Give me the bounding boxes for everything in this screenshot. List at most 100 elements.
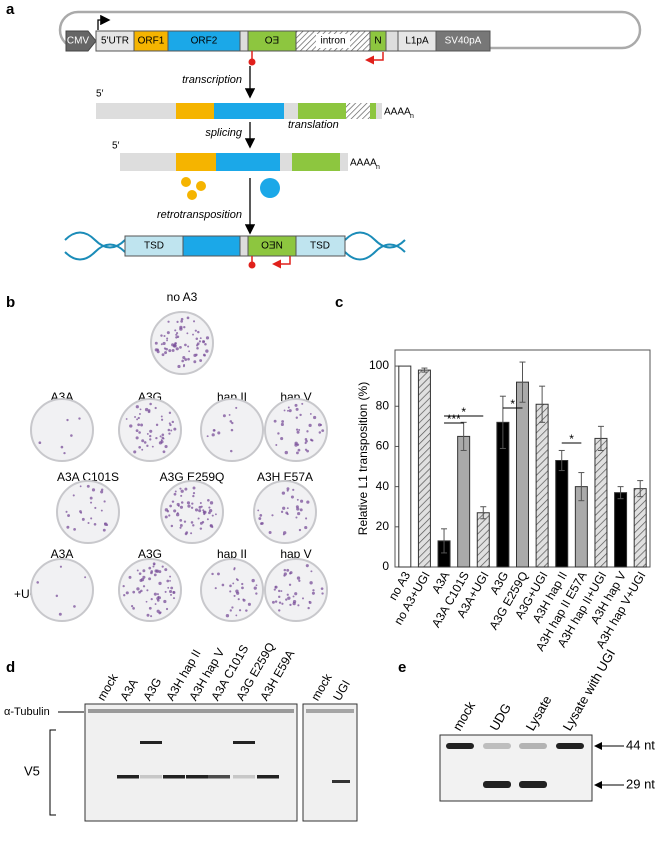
colony: [169, 579, 171, 582]
five-prime: 5′: [112, 141, 120, 152]
band: [140, 775, 162, 779]
colony: [141, 439, 145, 443]
colony: [187, 345, 190, 348]
colony: [156, 593, 159, 596]
colony: [231, 421, 234, 425]
colony: [274, 586, 277, 589]
neo-label: OƎN: [261, 241, 283, 252]
colony: [311, 591, 315, 595]
colony: [84, 576, 87, 579]
colony: [296, 576, 301, 580]
band: [140, 741, 162, 744]
sv40pa-block: [435, 30, 491, 52]
red-arrow: [365, 52, 384, 65]
orf1p: [187, 190, 197, 200]
colony: [192, 333, 194, 336]
colony: [165, 347, 168, 351]
colony: [288, 583, 292, 586]
colony: [151, 445, 154, 448]
colony: [298, 429, 301, 431]
band: [332, 780, 350, 783]
colony: [194, 329, 197, 332]
colony: [193, 320, 196, 323]
colony: [292, 488, 295, 491]
colony: [211, 433, 215, 437]
colony: [169, 504, 172, 508]
colony: [133, 450, 137, 454]
colony: [281, 420, 285, 423]
colony: [295, 505, 299, 509]
cmv-label: CMV: [67, 36, 90, 47]
colony: [138, 445, 142, 449]
colony: [161, 433, 165, 437]
colony: [138, 572, 142, 575]
colony: [280, 437, 284, 441]
mrna2-neo: [292, 153, 340, 171]
colony: [233, 567, 236, 570]
colony: [150, 598, 153, 601]
step-label: transcription: [182, 74, 242, 86]
lane-label: Lysate: [523, 693, 555, 733]
band: [208, 775, 230, 779]
colony: [253, 586, 257, 590]
colony: [142, 575, 146, 579]
colony: [180, 501, 184, 504]
colony: [275, 444, 278, 446]
colony: [294, 403, 298, 407]
colony: [125, 418, 128, 420]
colony: [235, 614, 238, 617]
colony: [209, 501, 214, 505]
colony: [255, 592, 258, 595]
colony: [287, 596, 291, 600]
colony: [294, 443, 298, 447]
colony: [289, 572, 292, 575]
intron-label: intron: [320, 36, 345, 47]
plate-label: no A3: [167, 290, 198, 304]
colony: [241, 582, 244, 586]
colony: [278, 601, 282, 604]
colony: [173, 492, 177, 496]
colony: [162, 437, 165, 440]
colony: [296, 498, 299, 501]
mrna-tail: [376, 103, 382, 119]
colony: [229, 609, 232, 612]
colony: [199, 527, 203, 530]
colony: [140, 589, 143, 593]
dna-helix: [64, 231, 406, 261]
colony: [186, 332, 189, 335]
colony: [179, 526, 182, 529]
dna-spacer: [239, 235, 249, 257]
colony: [156, 596, 160, 601]
red-dot: [248, 58, 256, 66]
colony: [155, 423, 159, 427]
colony: [222, 414, 226, 418]
bar: [614, 492, 628, 568]
colony: [259, 514, 263, 517]
colony: [152, 565, 155, 568]
colony: [150, 615, 153, 618]
y-tick-label: 100: [369, 358, 389, 372]
colony: [148, 566, 152, 570]
colony: [297, 511, 301, 516]
colony: [271, 514, 274, 517]
colony: [146, 444, 149, 447]
y-tick-label: 80: [376, 398, 390, 412]
colony: [281, 602, 284, 605]
colony: [193, 360, 197, 364]
colony: [143, 441, 147, 444]
colony: [309, 581, 313, 585]
colony: [176, 513, 180, 517]
band: [233, 741, 255, 744]
colony: [286, 507, 289, 510]
colony: [231, 606, 234, 609]
orf1p: [196, 181, 206, 191]
mrna-neo-start: [370, 103, 376, 119]
colony: [283, 574, 286, 577]
colony: [183, 325, 186, 329]
colony: [203, 512, 206, 516]
sv40pa-label: SV40pA: [445, 36, 482, 47]
band: [519, 781, 547, 788]
colony: [187, 504, 191, 508]
colony: [135, 429, 139, 433]
colony: [122, 585, 125, 588]
